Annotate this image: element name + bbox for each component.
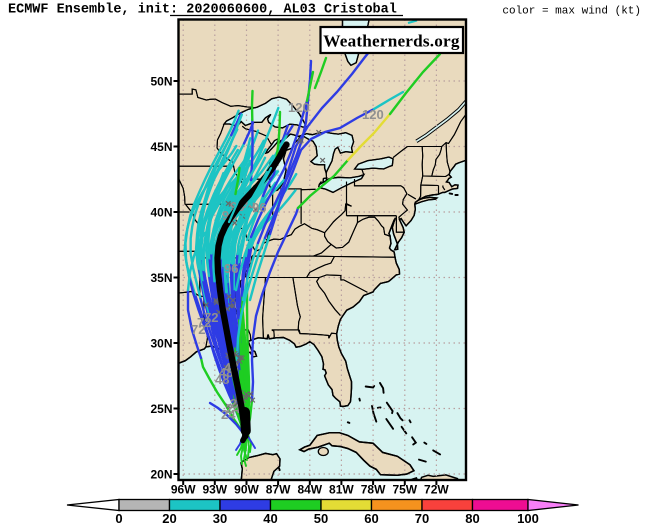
svg-text:40: 40 bbox=[263, 511, 277, 526]
svg-text:78W: 78W bbox=[361, 483, 386, 497]
svg-text:24: 24 bbox=[221, 407, 236, 422]
svg-text:120: 120 bbox=[288, 100, 310, 115]
svg-text:0: 0 bbox=[115, 511, 122, 526]
svg-text:84W: 84W bbox=[297, 483, 322, 497]
svg-text:24: 24 bbox=[226, 401, 241, 416]
svg-text:50: 50 bbox=[314, 511, 328, 526]
svg-text:72: 72 bbox=[191, 322, 205, 337]
svg-text:70: 70 bbox=[415, 511, 429, 526]
svg-text:100: 100 bbox=[517, 511, 539, 526]
svg-text:87W: 87W bbox=[266, 483, 291, 497]
svg-text:96W: 96W bbox=[171, 483, 196, 497]
svg-text:45N: 45N bbox=[150, 140, 172, 154]
svg-text:72: 72 bbox=[204, 310, 218, 325]
svg-text:120: 120 bbox=[362, 107, 384, 122]
svg-text:30N: 30N bbox=[150, 337, 172, 351]
svg-text:80: 80 bbox=[465, 511, 479, 526]
svg-text:60: 60 bbox=[364, 511, 378, 526]
svg-text:color = max wind (kt): color = max wind (kt) bbox=[502, 6, 641, 18]
svg-text:48: 48 bbox=[215, 372, 229, 387]
svg-text:30: 30 bbox=[213, 511, 227, 526]
svg-text:20: 20 bbox=[162, 511, 176, 526]
svg-text:81W: 81W bbox=[329, 483, 354, 497]
svg-text:Weathernerds.org: Weathernerds.org bbox=[323, 32, 460, 51]
svg-text:50N: 50N bbox=[150, 75, 172, 89]
svg-text:96: 96 bbox=[252, 200, 266, 215]
svg-text:20N: 20N bbox=[150, 468, 172, 482]
svg-text:35N: 35N bbox=[150, 271, 172, 285]
svg-text:25N: 25N bbox=[150, 402, 172, 416]
svg-text:ECMWF Ensemble, init: 20200606: ECMWF Ensemble, init: 2020060600, AL03 C… bbox=[8, 3, 397, 18]
svg-text:48: 48 bbox=[219, 365, 233, 380]
svg-text:72: 72 bbox=[197, 315, 211, 330]
svg-text:40N: 40N bbox=[150, 206, 172, 220]
svg-text:93W: 93W bbox=[202, 483, 227, 497]
svg-text:90W: 90W bbox=[234, 483, 259, 497]
svg-text:72W: 72W bbox=[424, 483, 449, 497]
svg-text:96: 96 bbox=[224, 261, 238, 276]
svg-text:75W: 75W bbox=[392, 483, 417, 497]
